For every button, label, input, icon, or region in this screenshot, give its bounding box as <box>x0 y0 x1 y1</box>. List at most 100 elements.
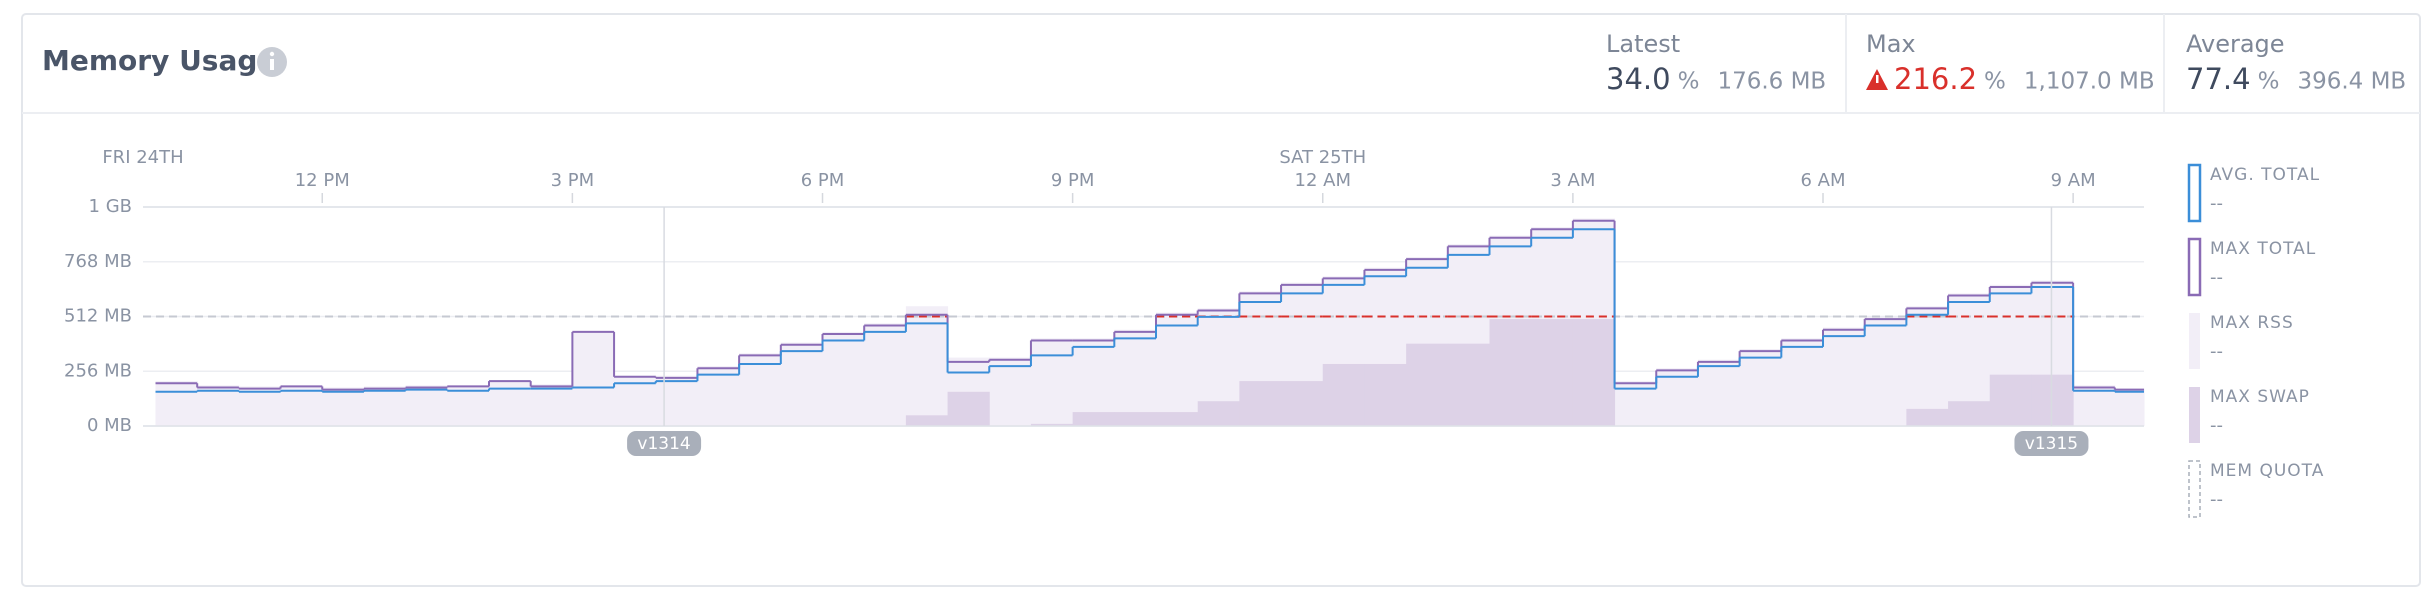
area-step <box>1906 306 1949 426</box>
card <box>21 13 2421 587</box>
release-label: v1314 <box>637 434 690 454</box>
area-step <box>197 385 240 426</box>
stat-unit: % <box>1678 69 1700 95</box>
y-tick-label: 768 MB <box>64 251 132 272</box>
release-badge <box>627 431 702 456</box>
area-step <box>405 385 448 426</box>
area-step <box>1072 412 1115 426</box>
legend-swatch <box>2187 237 2202 297</box>
release-badge <box>2014 431 2089 456</box>
area-step <box>1239 381 1282 426</box>
legend-value: -- <box>2210 267 2223 288</box>
area-step <box>1322 363 1365 426</box>
stat-percent: 216.2 <box>1894 62 1977 96</box>
legend-swatch <box>2187 163 2202 223</box>
x-tick-label: 3 AM <box>1550 170 1595 191</box>
area-step <box>572 330 615 426</box>
area-step <box>1197 401 1240 426</box>
area-step <box>322 387 365 426</box>
stat-memory: 1,107.0 MB <box>2024 69 2155 95</box>
y-tick-label: 512 MB <box>64 306 132 327</box>
area-step <box>1739 349 1782 426</box>
area-step <box>1406 343 1449 426</box>
area-step <box>1364 363 1407 426</box>
x-tick-label: 6 PM <box>801 170 845 191</box>
area-step <box>2114 388 2145 426</box>
stat-memory: 176.6 MB <box>1717 69 1826 95</box>
legend-value: -- <box>2210 341 2223 362</box>
stat-percent: 34.0 <box>1606 62 1671 96</box>
area-step <box>905 415 949 426</box>
legend-name: MAX RSS <box>2210 313 2294 333</box>
area-step <box>489 380 532 426</box>
x-tick-label: 9 PM <box>1051 170 1095 191</box>
area-step <box>363 386 407 426</box>
legend-name: AVG. TOTAL <box>2210 165 2320 185</box>
legend-name: MEM QUOTA <box>2210 461 2324 481</box>
panel-title: Memory Usage <box>42 44 276 77</box>
area-step <box>1697 359 1741 426</box>
plot <box>143 206 2145 427</box>
release-label: v1315 <box>2025 434 2078 454</box>
stat-unit: % <box>1984 69 2006 95</box>
legend-swatch <box>2189 313 2200 369</box>
info-icon[interactable] <box>257 47 287 77</box>
area-step <box>739 353 782 426</box>
area-step <box>1906 408 1949 426</box>
area-step <box>530 384 573 426</box>
area-step <box>155 381 198 426</box>
stat-memory: 396.4 MB <box>2297 69 2406 95</box>
legend-value: -- <box>2210 415 2223 436</box>
area-step <box>1489 319 1532 426</box>
area-step <box>1030 338 1074 426</box>
area-step <box>2073 385 2116 426</box>
legend-swatch <box>2188 460 2201 518</box>
area-step <box>2031 374 2074 426</box>
area-step <box>1156 312 1199 426</box>
area-step <box>947 391 990 426</box>
area-step <box>822 331 865 426</box>
day-label: SAT 25TH <box>1279 147 1366 168</box>
area-step <box>1281 381 1324 426</box>
area-step <box>1823 327 1866 426</box>
day-label: FRI 24TH <box>102 147 183 168</box>
legend-name: MAX TOTAL <box>2210 239 2316 259</box>
stat-label: Latest <box>1606 30 1680 58</box>
area-step <box>1114 412 1157 426</box>
area-step <box>280 385 323 426</box>
x-tick-label: 6 AM <box>1800 170 1845 191</box>
stat-label: Average <box>2186 30 2285 58</box>
x-tick-label: 12 PM <box>295 170 350 191</box>
y-tick-label: 0 MB <box>87 415 132 436</box>
x-tick-label: 9 AM <box>2051 170 2096 191</box>
stat-percent: 77.4 <box>2186 62 2251 96</box>
area-step <box>989 357 1032 426</box>
legend-swatch <box>2189 387 2200 443</box>
area-step <box>1781 338 1824 426</box>
legend-value: -- <box>2210 489 2223 510</box>
area-step <box>1072 338 1115 426</box>
area-step <box>1948 401 1991 426</box>
area-step <box>1114 329 1157 426</box>
area-step <box>238 386 282 426</box>
area-step <box>1156 412 1199 426</box>
area-step <box>1531 319 1574 426</box>
area-step <box>864 323 907 426</box>
stat-unit: % <box>2258 69 2280 95</box>
y-tick-label: 1 GB <box>89 196 132 217</box>
area-step <box>655 375 698 426</box>
warning-mark <box>1876 75 1879 83</box>
area-step <box>1989 374 2032 426</box>
x-tick-label: 12 AM <box>1295 170 1351 191</box>
area-step <box>1030 423 1074 426</box>
area-step <box>1864 316 1907 426</box>
area-step <box>447 385 490 426</box>
area-step <box>1572 319 1616 426</box>
stat-label: Max <box>1866 30 1916 58</box>
area-step <box>905 306 949 426</box>
area-step <box>1656 368 1699 426</box>
legend-name: MAX SWAP <box>2210 387 2310 407</box>
area-step <box>1447 343 1491 426</box>
